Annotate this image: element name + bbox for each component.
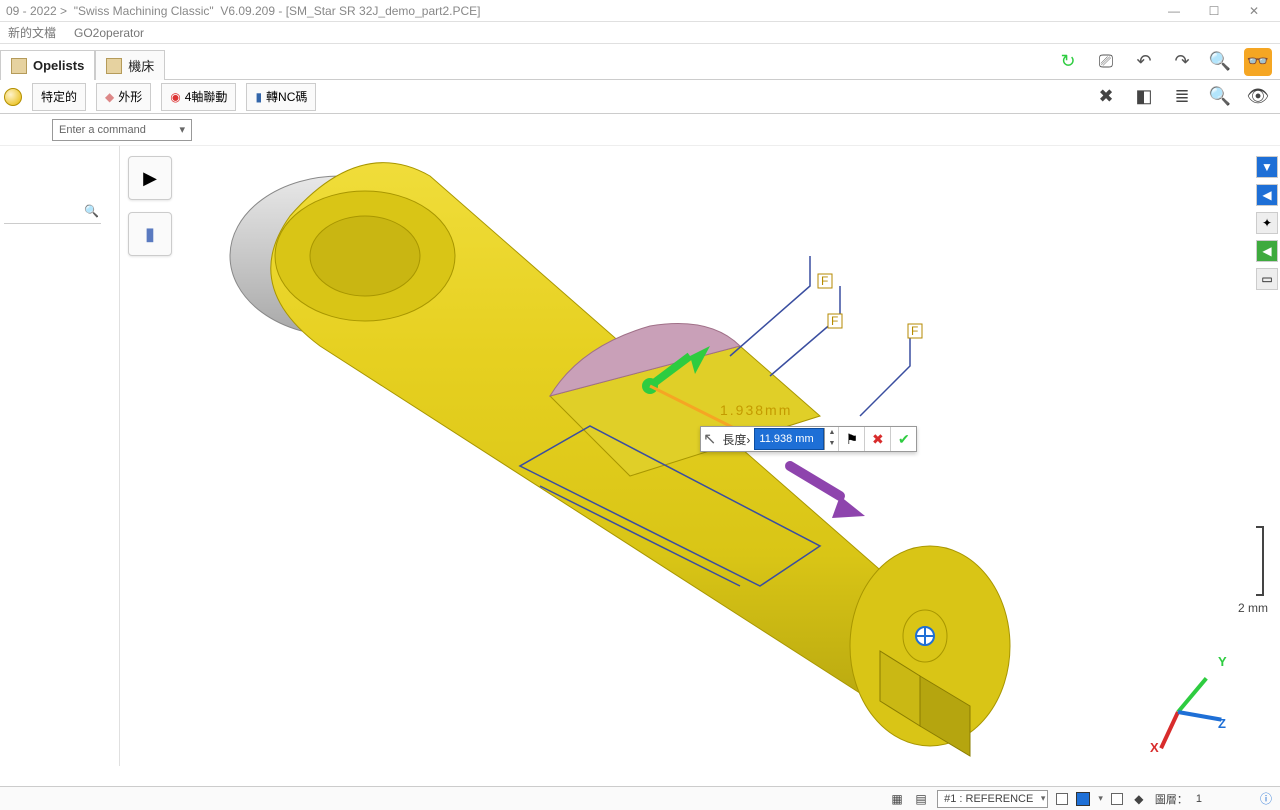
- axis-x-label: X: [1150, 740, 1159, 755]
- layer-value: 1: [1196, 793, 1202, 805]
- eye-icon[interactable]: 👁: [1244, 83, 1272, 111]
- tab-opelists-label: Opelists: [33, 58, 84, 73]
- axis-y-label: Y: [1218, 654, 1227, 669]
- tab-machine[interactable]: 機床: [95, 50, 165, 80]
- title-bar: 09 - 2022 > "Swiss Machining Classic" V6…: [0, 0, 1280, 22]
- minimize-button[interactable]: —: [1154, 4, 1194, 18]
- dimension-floating-label: 1.938mm: [720, 402, 792, 418]
- scale-bar: [1254, 526, 1264, 596]
- stock-icon[interactable]: [4, 88, 22, 106]
- left-panel: [0, 146, 120, 766]
- cursor-icon: ↖: [701, 429, 718, 449]
- command-placeholder: Enter a command: [59, 124, 146, 136]
- command-row: Enter a command ▾: [0, 114, 1280, 146]
- status-info-icon[interactable]: ⓘ: [1258, 791, 1274, 807]
- panel-search[interactable]: [4, 202, 101, 224]
- tab-opelists[interactable]: Opelists: [0, 50, 95, 80]
- view-tools-bottom: ✖ ◧ ≣ 🔍 👁: [1092, 80, 1272, 113]
- close-button[interactable]: ✕: [1234, 4, 1274, 18]
- machine-view-icon[interactable]: ⎚: [1092, 48, 1120, 76]
- reference-dropdown[interactable]: #1 : REFERENCE: [937, 790, 1048, 808]
- tool1-icon[interactable]: ✖: [1092, 83, 1120, 111]
- zoom-icon[interactable]: 🔍: [1206, 48, 1234, 76]
- command-input[interactable]: Enter a command ▾: [52, 119, 192, 141]
- fouraxis-button[interactable]: ◉4軸聯動: [161, 83, 236, 111]
- flag-icon[interactable]: ⚑: [838, 427, 864, 451]
- status-grid-icon[interactable]: ▦: [889, 791, 905, 807]
- axis-y: [1176, 677, 1207, 713]
- tab-machine-label: 機床: [128, 56, 154, 75]
- secondary-toolbar: 特定的 ◆外形 ◉4軸聯動 ▮轉NC碼 ✖ ◧ ≣ 🔍 👁: [0, 80, 1280, 114]
- svg-text:F: F: [911, 324, 918, 338]
- app-version: V6.09.209: [220, 4, 275, 18]
- dock-btn3-icon[interactable]: ✦: [1256, 212, 1278, 234]
- dimension-widget: ↖ 長度› ▲▼ ⚑ ✖ ✔: [700, 426, 917, 452]
- view-tools-top: ↻ ⎚ ↶ ↷ 🔍 👓: [1054, 44, 1272, 79]
- dimension-input[interactable]: [754, 428, 824, 450]
- maximize-button[interactable]: ☐: [1194, 4, 1234, 18]
- status-bar: ▦ ▤ #1 : REFERENCE ▾ ◆ 圖層： 1 ⓘ: [0, 786, 1280, 810]
- cancel-icon[interactable]: ✖: [864, 427, 890, 451]
- opelists-icon: [11, 58, 27, 74]
- goggles-icon[interactable]: 👓: [1244, 48, 1272, 76]
- status-check2[interactable]: [1111, 793, 1123, 805]
- layers-icon[interactable]: ≣: [1168, 83, 1196, 111]
- tab-strip: Opelists 機床 ↻ ⎚ ↶ ↷ 🔍 👓: [0, 44, 1280, 80]
- document-name: - [SM_Star SR 32J_demo_part2.PCE]: [278, 4, 480, 18]
- machine-icon: [106, 58, 122, 74]
- menu-new-doc[interactable]: 新的文檔: [8, 24, 56, 41]
- status-grid2-icon[interactable]: ▤: [913, 791, 929, 807]
- refresh-icon[interactable]: ↻: [1054, 48, 1082, 76]
- dock-btn4-icon[interactable]: ◀: [1256, 240, 1278, 262]
- axis-z: [1178, 710, 1222, 722]
- dimension-spinner[interactable]: ▲▼: [824, 428, 838, 450]
- right-dock: ▼ ◀ ✦ ◀ ▭: [1256, 156, 1280, 290]
- axis-x: [1159, 711, 1180, 749]
- layer-label: 圖層：: [1155, 791, 1188, 807]
- confirm-icon[interactable]: ✔: [890, 427, 916, 451]
- viewport[interactable]: ▶ ▮ ▼ ◀ ✦ ◀ ▭: [0, 146, 1280, 766]
- svg-text:F: F: [821, 274, 828, 288]
- status-layer-icon[interactable]: ◆: [1131, 791, 1147, 807]
- play-tool-icon[interactable]: ▶: [128, 156, 172, 200]
- axis-z-label: Z: [1218, 716, 1226, 731]
- tool-palette: ▶ ▮: [128, 156, 176, 256]
- shield-tool-icon[interactable]: ▮: [128, 212, 172, 256]
- dock-btn5-icon[interactable]: ▭: [1256, 268, 1278, 290]
- part-model: F F F: [180, 146, 1040, 791]
- view-triad[interactable]: X Y Z: [1140, 654, 1240, 754]
- specific-button[interactable]: 特定的: [32, 83, 86, 111]
- dock-btn2-icon[interactable]: ◀: [1256, 184, 1278, 206]
- title-prefix: 09 - 2022 >: [6, 4, 67, 18]
- menu-go2operator[interactable]: GO2operator: [74, 26, 144, 40]
- app-name: "Swiss Machining Classic": [74, 4, 214, 18]
- dimension-label: 長度›: [718, 431, 754, 448]
- color-swatch[interactable]: [1076, 792, 1090, 806]
- shape-button[interactable]: ◆外形: [96, 83, 151, 111]
- eraser-icon[interactable]: ◧: [1130, 83, 1158, 111]
- nc-button[interactable]: ▮轉NC碼: [246, 83, 316, 111]
- menu-bar: 新的文檔 GO2operator: [0, 22, 1280, 44]
- filter-dock-icon[interactable]: ▼: [1256, 156, 1278, 178]
- undo-icon[interactable]: ↶: [1130, 48, 1158, 76]
- status-check1[interactable]: [1056, 793, 1068, 805]
- scale-label: 2 mm: [1238, 601, 1268, 615]
- redo-icon[interactable]: ↷: [1168, 48, 1196, 76]
- chevron-down-icon: ▾: [179, 123, 185, 136]
- svg-text:F: F: [831, 314, 838, 328]
- zoom2-icon[interactable]: 🔍: [1206, 83, 1234, 111]
